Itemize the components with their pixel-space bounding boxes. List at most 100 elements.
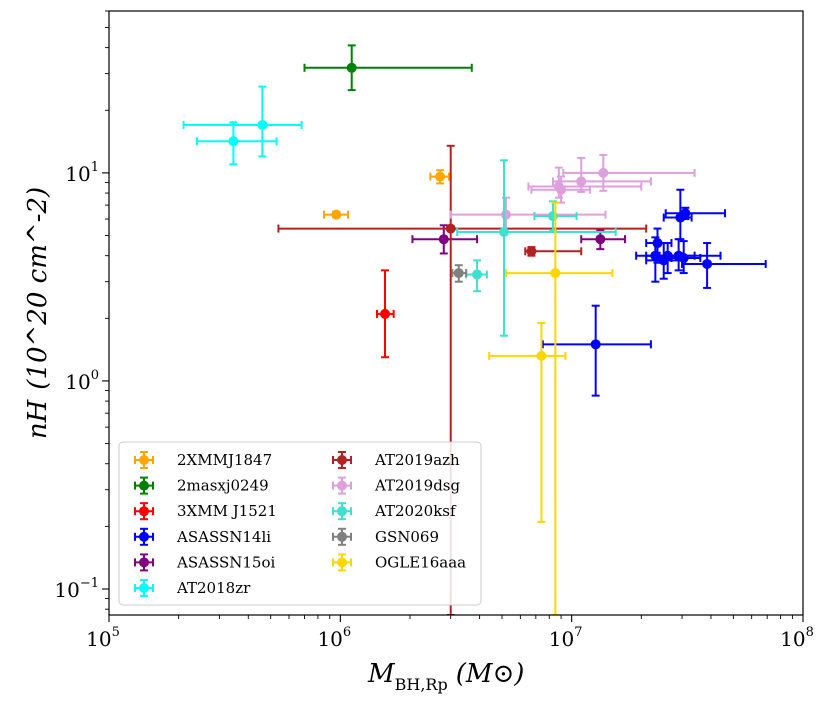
data-marker — [526, 246, 537, 257]
x-tick-base: 10 — [780, 627, 805, 651]
x-axis-title-unit: (M⊙) — [456, 659, 525, 689]
x-tick-label: 108 — [780, 625, 814, 651]
data-point — [451, 264, 468, 283]
data-point — [551, 156, 652, 193]
data-marker — [472, 269, 483, 280]
legend-entry: AT2018zr — [134, 579, 251, 597]
svg-text:nH(10^20 cm^-2): nH (10^20 cm^-2) — [23, 187, 53, 439]
data-point — [465, 259, 488, 293]
data-marker — [380, 308, 391, 319]
series-gsn069 — [451, 264, 468, 283]
y-tick-base: 10 — [65, 370, 90, 394]
data-point — [504, 201, 614, 615]
y-tick-label: 100 — [65, 368, 99, 394]
legend-marker — [139, 557, 149, 568]
x-tick-label: 106 — [317, 625, 351, 651]
data-point — [488, 321, 567, 523]
y-tick-label: 10−1 — [54, 576, 99, 602]
data-marker — [499, 226, 510, 237]
legend-entry: ASASSN14li — [134, 527, 271, 546]
y-tick-exp: 1 — [91, 160, 99, 175]
data-marker — [346, 62, 357, 73]
data-marker — [680, 208, 691, 219]
data-point — [541, 304, 652, 397]
legend-marker — [139, 583, 149, 593]
data-marker — [576, 176, 587, 187]
data-point — [664, 206, 726, 221]
x-tick-label: 107 — [549, 625, 583, 651]
y-axis-title-unit: (10^20 cm^-2) — [23, 187, 53, 390]
y-tick-exp: 0 — [91, 368, 99, 383]
legend-box — [118, 441, 482, 606]
legend-marker — [337, 531, 347, 542]
x-axis-title-sub: BH,Rp — [395, 675, 448, 694]
legend-label: AT2020ksf — [374, 502, 457, 520]
legend-label: AT2018zr — [176, 579, 251, 597]
legend-marker — [337, 557, 347, 568]
data-marker — [595, 234, 606, 245]
plot-area — [182, 44, 767, 615]
legend-entry: GSN069 — [332, 527, 439, 546]
legend-label: 2masxj0249 — [177, 477, 269, 495]
data-point — [323, 209, 350, 220]
data-marker — [547, 211, 558, 222]
y-tick-exp: −1 — [80, 576, 99, 591]
series-at2019dsg — [449, 153, 696, 233]
data-point — [580, 229, 626, 251]
series-3xmm-j1521 — [375, 269, 395, 359]
x-tick-base: 10 — [549, 627, 574, 651]
y-tick-base: 10 — [65, 162, 90, 186]
y-axis-title-main: nH — [23, 398, 53, 439]
series-at2018zr — [182, 85, 303, 166]
data-marker — [445, 223, 456, 234]
x-axis-title: MBH,Rp (M⊙) — [367, 659, 524, 694]
legend-label: AT2019dsg — [374, 477, 460, 495]
data-point — [562, 153, 696, 192]
legend-label: OGLE16aaa — [375, 553, 466, 571]
series-2xmmj1847 — [323, 169, 451, 220]
legend-entry: AT2019dsg — [332, 476, 460, 495]
data-point — [375, 269, 395, 359]
data-point — [670, 240, 702, 275]
legend-marker — [337, 480, 347, 491]
x-tick-base: 10 — [317, 627, 342, 651]
legend-label: 2XMMJ1847 — [177, 451, 272, 469]
legend-marker — [139, 480, 149, 491]
data-marker — [590, 339, 601, 350]
data-point — [681, 242, 767, 289]
plot-frame — [108, 10, 804, 616]
series-asassn14li — [541, 188, 767, 397]
data-marker — [435, 171, 446, 182]
data-point — [195, 121, 278, 166]
svg-text:MBH,Rp(M⊙): MBH,Rp (M⊙) — [367, 659, 524, 694]
data-point — [303, 44, 473, 92]
data-point — [429, 169, 451, 185]
x-tick-exp: 8 — [806, 625, 814, 640]
series-asassn15oi — [411, 224, 626, 255]
legend-marker — [139, 455, 149, 465]
legend: 2XMMJ1847 2masxj0249 3XMM J1521 ASASSN14li A… — [118, 441, 482, 606]
legend-label: ASASSN14li — [176, 528, 271, 546]
x-tick-label: 105 — [86, 625, 120, 651]
data-marker — [553, 181, 564, 192]
data-marker — [331, 209, 342, 220]
data-marker — [257, 119, 268, 130]
y-tick-base: 10 — [54, 578, 79, 602]
data-marker — [598, 167, 609, 178]
legend-entry: 2XMMJ1847 — [134, 451, 272, 469]
data-point — [524, 246, 583, 257]
legend-entry: AT2019azh — [332, 451, 460, 469]
data-marker — [228, 136, 239, 147]
x-tick-exp: 5 — [112, 625, 120, 640]
legend-marker — [337, 506, 347, 517]
x-tick-exp: 6 — [343, 625, 351, 640]
legend-label: 3XMM J1521 — [177, 502, 277, 520]
data-marker — [678, 252, 689, 263]
data-marker — [500, 209, 511, 220]
x-axis-title-main: M — [367, 659, 396, 689]
legend-label: GSN069 — [375, 528, 439, 546]
legend-label: AT2019azh — [374, 451, 460, 469]
y-tick-label: 101 — [65, 160, 99, 186]
